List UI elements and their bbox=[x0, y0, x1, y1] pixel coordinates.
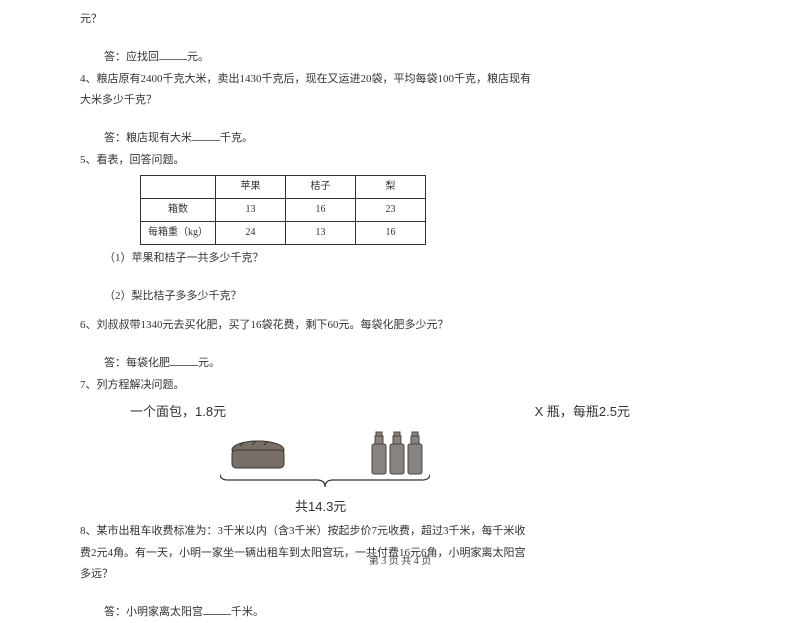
q4-answer: 答：粮店现有大米 千克。 bbox=[104, 129, 720, 149]
q4-text: 4、粮店原有2400千克大米，卖出1430千克后，现在又运进20袋，平均每袋10… bbox=[80, 70, 720, 90]
table-row: 苹果 桔子 梨 bbox=[141, 175, 426, 198]
td-r2c0: 每箱重（kg） bbox=[141, 221, 216, 244]
table-row: 每箱重（kg） 24 13 16 bbox=[141, 221, 426, 244]
q0-text: 元？ bbox=[80, 10, 720, 30]
th-apple: 苹果 bbox=[216, 175, 286, 198]
bread-icon bbox=[230, 440, 286, 472]
th-pear: 梨 bbox=[356, 175, 426, 198]
td-r1c2: 16 bbox=[286, 198, 356, 221]
q3-answer: 答：应找回 元。 bbox=[104, 48, 720, 68]
table-row: 箱数 13 16 23 bbox=[141, 198, 426, 221]
q8-blank[interactable] bbox=[203, 605, 231, 615]
q7-total: 共14.3元 bbox=[295, 495, 346, 518]
q8-unit: 千米。 bbox=[231, 606, 264, 618]
th-blank bbox=[141, 175, 216, 198]
page-content: 元？ 答：应找回元。 4、粮店原有2400千克大米，卖出1430千克后，现在又运… bbox=[80, 10, 720, 623]
td-r1c3: 23 bbox=[356, 198, 426, 221]
q7-diagram: 一个面包，1.8元 X 瓶，每瓶2.5元 共14.3元 bbox=[120, 400, 680, 520]
q7-text: 7、列方程解决问题。 bbox=[80, 376, 720, 396]
q3-answer-label: 答：应找回 bbox=[104, 51, 159, 63]
q5-text: 5、看表，回答问题。 bbox=[80, 151, 720, 171]
td-r1c0: 箱数 bbox=[141, 198, 216, 221]
q4-blank[interactable] bbox=[192, 131, 220, 141]
q4-unit: 千克。 bbox=[220, 132, 253, 144]
th-orange: 桔子 bbox=[286, 175, 356, 198]
q6-text: 6、刘叔叔带1340元去买化肥，买了16袋花费，剩下60元。每袋化肥多少元？ bbox=[80, 316, 720, 336]
q6-answer-label: 答：每袋化肥 bbox=[104, 357, 170, 369]
td-r1c1: 13 bbox=[216, 198, 286, 221]
q6-blank[interactable] bbox=[170, 356, 198, 366]
q8-answer: 答：小明家离太阳宫 千米。 bbox=[104, 603, 720, 623]
q8-line3: 多远？ bbox=[80, 565, 720, 585]
q4-line2: 大米多少千克？ bbox=[80, 91, 720, 111]
brace-icon bbox=[220, 474, 430, 488]
q3-blank[interactable] bbox=[159, 50, 187, 60]
q6-unit: 元。 bbox=[198, 357, 220, 369]
q6-answer: 答：每袋化肥 元。 bbox=[104, 354, 720, 374]
q5-sub1: （1）苹果和桔子一共多少千克？ bbox=[104, 249, 720, 269]
q3-unit: 元。 bbox=[187, 51, 209, 63]
td-r2c1: 24 bbox=[216, 221, 286, 244]
td-r2c2: 13 bbox=[286, 221, 356, 244]
bottle-group-icon bbox=[370, 430, 430, 476]
td-r2c3: 16 bbox=[356, 221, 426, 244]
q8-text: 8、某市出租车收费标准为：3千米以内（含3千米）按起步价7元收费，超过3千米，每… bbox=[80, 522, 720, 542]
q5-sub2: （2）梨比桔子多多少千克？ bbox=[104, 287, 720, 307]
q7-bread-label: 一个面包，1.8元 bbox=[130, 400, 226, 423]
q5-table: 苹果 桔子 梨 箱数 13 16 23 每箱重（kg） 24 13 16 bbox=[140, 175, 426, 245]
q8-answer-label: 答：小明家离太阳宫 bbox=[104, 606, 203, 618]
q4-answer-label: 答：粮店现有大米 bbox=[104, 132, 192, 144]
q7-bottle-label: X 瓶，每瓶2.5元 bbox=[535, 400, 630, 423]
